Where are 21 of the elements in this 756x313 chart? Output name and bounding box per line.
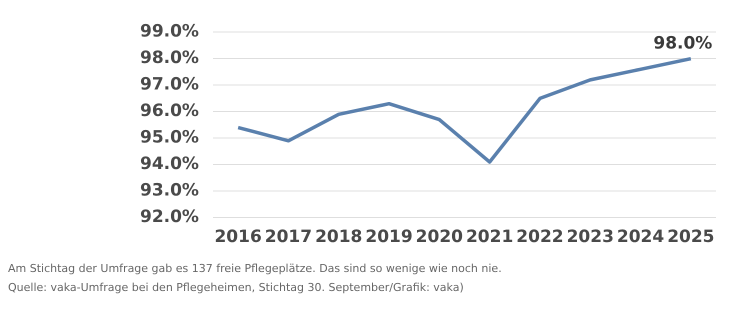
x-tick-label: 2023 bbox=[566, 227, 614, 248]
y-tick-label: 98.0% bbox=[140, 48, 199, 68]
source-note: Quelle: vaka-Umfrage bei den Pflegeheimen, Stichtag 30. September/Grafik: vaka) bbox=[8, 281, 465, 294]
text: Am Stichtag der Umfrage gab es 137 freie Pflegeplätze. Das sind so wenige wie noch nie. bbox=[8, 262, 503, 275]
y-tick-label: 99.0% bbox=[140, 22, 199, 42]
y-tick-label: 97.0% bbox=[140, 74, 199, 95]
x-tick-label: 2022 bbox=[516, 227, 564, 248]
x-tick-label: 2017 bbox=[264, 227, 312, 248]
y-tick-label: 95.0% bbox=[140, 128, 199, 148]
x-tick-label: 2025 bbox=[667, 227, 715, 248]
y-tick-label: 96.0% bbox=[140, 101, 199, 122]
x-tick-label: 2020 bbox=[416, 227, 464, 248]
x-tick-label: 2018 bbox=[315, 227, 362, 248]
x-tick-label: 2021 bbox=[466, 227, 514, 248]
data-label: 98.0% bbox=[653, 34, 712, 54]
y-tick-label: 92.0% bbox=[140, 207, 199, 228]
y-tick-label: 94.0% bbox=[140, 154, 199, 174]
x-tick-label: 2016 bbox=[214, 227, 262, 248]
y-tick-label: 93.0% bbox=[140, 180, 199, 201]
x-tick-label: 2024 bbox=[616, 227, 664, 248]
x-tick-label: 2019 bbox=[365, 227, 413, 248]
